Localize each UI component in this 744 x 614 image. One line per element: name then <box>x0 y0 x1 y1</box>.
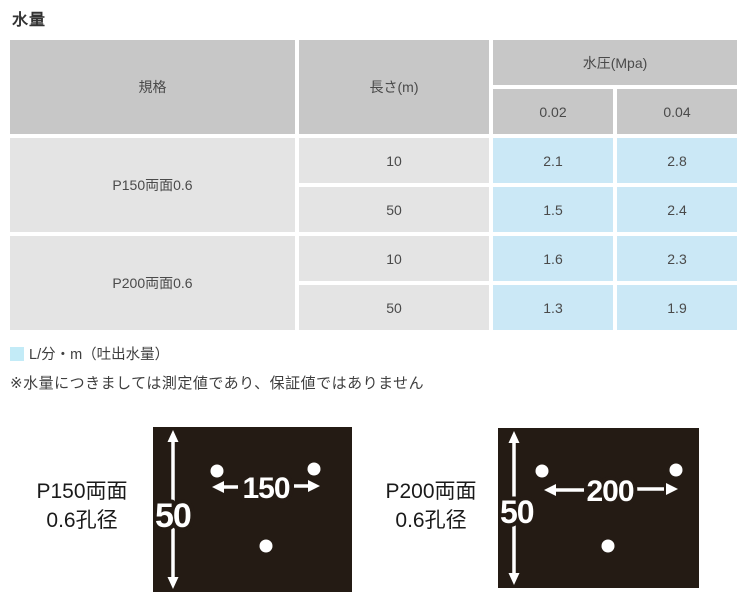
table-row: P150両面0.6 10 2.1 2.8 <box>10 138 737 232</box>
hole-dot <box>259 539 273 553</box>
diagram-p150-label-line1: P150両面 <box>36 480 128 503</box>
diagram-p200-label: P200両面 0.6孔径 <box>366 477 496 535</box>
header-pressure: 水圧(Mpa) <box>493 40 737 85</box>
diagram-p150-hole-pattern: 50 150 <box>153 427 352 592</box>
table-subheader-row: 0.02 0.04 <box>10 89 737 134</box>
page-title: 水量 <box>12 12 47 29</box>
hole-dot <box>669 463 683 477</box>
value-cell: 2.1 <box>493 138 613 183</box>
diagram-p200-label-line1: P200両面 <box>385 480 477 503</box>
table-row: 50 1.5 2.4 <box>10 187 737 232</box>
panel-face <box>153 427 352 592</box>
height-dimension-label: 50 <box>155 497 191 535</box>
horizontal-dimension-arrow <box>544 483 678 496</box>
value-cell: 1.6 <box>493 236 613 281</box>
value-cell: 1.9 <box>617 285 737 330</box>
hole-dot <box>210 464 224 478</box>
disclaimer-note: ※水量につきましては測定値であり、保証値ではありません <box>10 375 425 392</box>
header-pressure-0.04: 0.04 <box>617 89 737 134</box>
hole-dot <box>535 464 549 478</box>
vertical-dimension-arrow <box>508 431 520 585</box>
diagram-p200-label-line2: 0.6孔径 <box>395 509 467 532</box>
header-length: 長さ(m) <box>299 40 489 134</box>
table-row: P200両面0.6 10 1.6 2.3 <box>10 236 737 330</box>
table-row: 50 1.3 1.9 <box>10 285 737 330</box>
length-cell: 10 <box>299 236 489 281</box>
value-cell: 2.8 <box>617 138 737 183</box>
diagram-p150-label: P150両面 0.6孔径 <box>8 477 156 535</box>
table-header-row: 規格 長さ(m) 水圧(Mpa) <box>10 40 737 134</box>
value-cell: 1.3 <box>493 285 613 330</box>
legend: L/分・m（吐出水量） <box>10 343 169 364</box>
header-spec: 規格 <box>10 40 295 134</box>
value-cell: 2.4 <box>617 187 737 232</box>
hole-dot <box>307 462 321 476</box>
header-pressure-0.02: 0.02 <box>493 89 613 134</box>
legend-swatch-icon <box>10 346 24 361</box>
water-volume-table: 規格 長さ(m) 水圧(Mpa) 0.02 0.04 P150両面0.6 10 … <box>6 36 741 334</box>
diagram-p200-hole-pattern: 50 200 <box>498 428 699 588</box>
length-cell: 50 <box>299 285 489 330</box>
panel-face <box>498 428 699 588</box>
value-cell: 2.3 <box>617 236 737 281</box>
length-cell: 50 <box>299 187 489 232</box>
width-dimension-label: 200 <box>586 475 633 508</box>
value-cell: 1.5 <box>493 187 613 232</box>
diagram-p150-label-line2: 0.6孔径 <box>46 509 118 532</box>
vertical-dimension-arrow <box>167 430 179 589</box>
hole-dot <box>601 539 615 553</box>
legend-label: L/分・m（吐出水量） <box>29 347 170 363</box>
width-dimension-label: 150 <box>242 472 289 505</box>
horizontal-dimension-arrow <box>212 480 320 493</box>
spec-cell-p200: P200両面0.6 <box>10 236 295 330</box>
length-cell: 10 <box>299 138 489 183</box>
spec-cell-p150: P150両面0.6 <box>10 138 295 232</box>
height-dimension-label: 50 <box>500 494 534 530</box>
